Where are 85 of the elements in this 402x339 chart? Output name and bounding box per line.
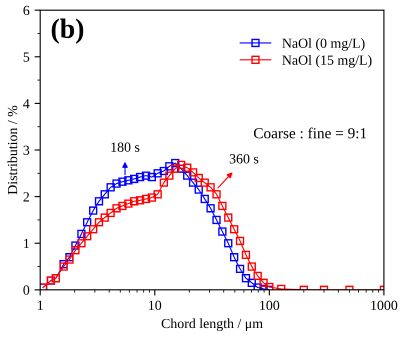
point <box>230 253 238 262</box>
x-tick-label: 10 <box>149 300 162 310</box>
point <box>136 196 144 205</box>
point <box>200 194 209 204</box>
point <box>194 174 203 182</box>
annotation: (b) <box>52 18 84 44</box>
point <box>160 166 168 176</box>
point <box>89 206 98 215</box>
point <box>206 183 215 192</box>
point <box>106 183 115 192</box>
point <box>236 236 244 246</box>
point <box>77 239 86 248</box>
point <box>65 255 74 264</box>
point <box>218 227 227 236</box>
point <box>124 176 133 184</box>
point <box>212 190 221 198</box>
point <box>106 208 115 218</box>
y-tick-label: 3 <box>24 146 30 155</box>
point <box>183 164 192 172</box>
y-tick-label: 6 <box>23 6 30 16</box>
point <box>165 162 174 170</box>
point <box>171 158 180 168</box>
y-tick-label: 1 <box>24 238 29 248</box>
point <box>112 204 121 212</box>
point <box>224 239 232 248</box>
point <box>183 171 192 180</box>
point <box>130 197 138 206</box>
point <box>200 178 209 187</box>
point <box>242 250 250 260</box>
y-tick-label: 2 <box>23 192 30 202</box>
point <box>230 225 238 234</box>
legend-label: NaOl (0 mg/L) <box>282 38 365 51</box>
point <box>83 232 92 240</box>
point <box>112 179 121 188</box>
point <box>118 202 127 210</box>
point <box>136 172 144 182</box>
point <box>100 213 109 222</box>
point <box>194 185 203 194</box>
point <box>259 278 268 288</box>
point <box>89 225 98 234</box>
point <box>171 164 180 173</box>
point <box>177 160 186 170</box>
point <box>218 202 227 210</box>
point <box>254 272 262 280</box>
y-tick-label: 0 <box>23 285 30 295</box>
annotation: 180 s <box>111 142 140 152</box>
point <box>59 262 68 271</box>
point <box>188 168 198 177</box>
point <box>71 246 80 254</box>
annotation: 360 s <box>230 154 258 164</box>
point <box>160 178 168 187</box>
point <box>130 174 138 184</box>
point <box>71 241 80 250</box>
point <box>142 194 150 204</box>
point <box>248 278 256 288</box>
x-tick-label: 100 <box>260 300 280 310</box>
point <box>124 199 133 208</box>
point <box>148 193 156 202</box>
y-tick-label: 4 <box>23 99 30 108</box>
point <box>188 178 198 187</box>
point <box>148 172 156 182</box>
point <box>265 282 274 290</box>
point <box>212 216 221 224</box>
point <box>94 218 104 226</box>
x-tick-label: 1000 <box>371 300 398 310</box>
annotation: Coarse : fine = 9:1 <box>254 127 366 138</box>
legend-label: NaOl (15 mg/L) <box>282 55 372 68</box>
point <box>83 218 92 226</box>
point <box>206 204 215 212</box>
point <box>94 197 104 206</box>
point <box>100 190 109 198</box>
point <box>165 171 174 180</box>
point <box>154 190 162 198</box>
point <box>77 230 86 238</box>
point <box>118 178 127 186</box>
y-tick-label: 5 <box>24 52 30 62</box>
point <box>224 213 232 222</box>
x-axis-title: Chord length / μm <box>162 318 263 332</box>
x-tick-label: 1 <box>38 300 43 310</box>
point <box>154 169 162 178</box>
point <box>142 171 150 180</box>
point <box>236 264 244 274</box>
point <box>242 274 250 282</box>
y-axis-title: Distribution / % <box>7 106 18 194</box>
point <box>248 262 256 271</box>
